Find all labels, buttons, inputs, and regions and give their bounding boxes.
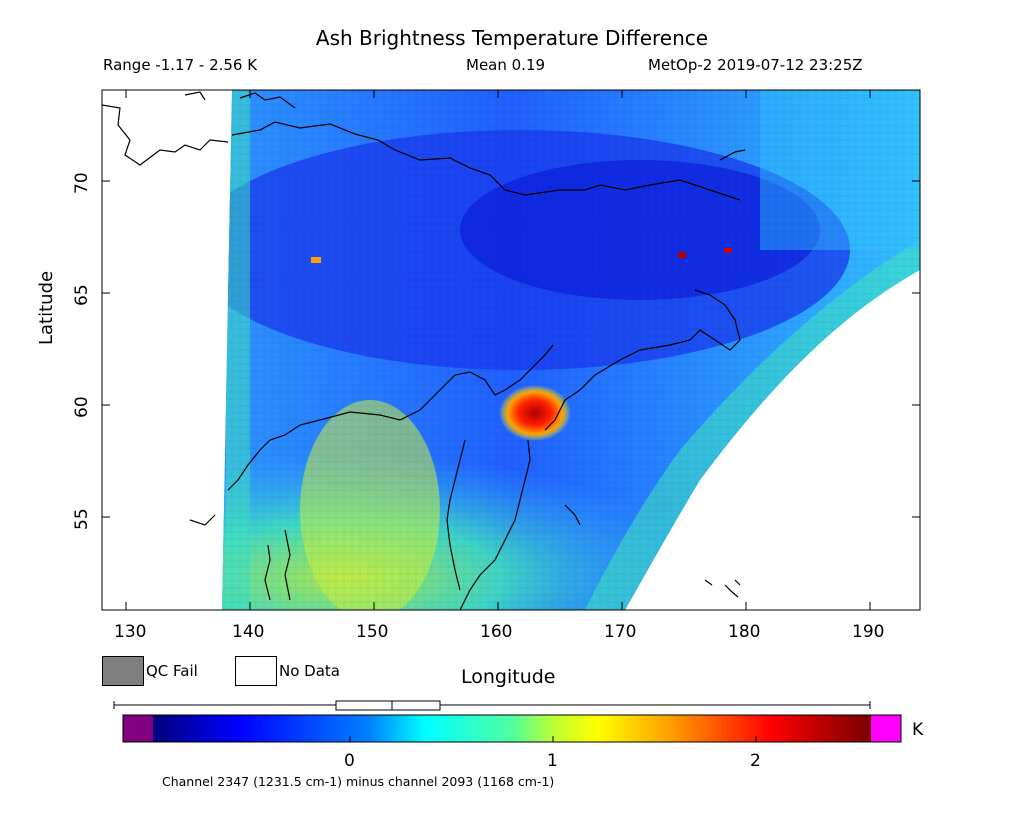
channel-footnote: Channel 2347 (1231.5 cm-1) minus channel…	[162, 774, 555, 789]
y-axis-label: Latitude	[36, 270, 57, 345]
range-text: Range -1.17 - 2.56 K	[103, 56, 258, 74]
chart-title: Ash Brightness Temperature Difference	[315, 26, 709, 50]
colorbar-high-swatch	[871, 715, 901, 742]
x-tick-label: 170	[604, 622, 637, 642]
colorbar-range-slider[interactable]	[113, 700, 871, 711]
x-axis-label: Longitude	[461, 666, 556, 688]
colorbar-low-swatch	[123, 715, 153, 742]
x-tick-marks	[125, 90, 871, 610]
plot-frame	[101, 89, 921, 611]
coastlines	[102, 91, 746, 610]
qc-fail-swatch	[102, 656, 144, 686]
y-tick-label: 65	[72, 284, 92, 306]
colorbar-tick-label: 2	[750, 751, 761, 771]
qc-fail-label: QC Fail	[146, 662, 198, 680]
colorbar-tick-label: 0	[344, 751, 355, 771]
ash-plume	[499, 385, 571, 441]
x-tick-label: 150	[356, 622, 389, 642]
colorbar-unit: K	[912, 720, 924, 740]
x-tick-label: 130	[114, 622, 147, 642]
y-tick-label: 70	[72, 172, 92, 194]
colorbar-gradient	[153, 715, 871, 742]
colorbar-tick-label: 1	[547, 751, 558, 771]
y-tick-label: 55	[72, 508, 92, 530]
x-tick-label: 160	[480, 622, 513, 642]
x-tick-label: 180	[728, 622, 761, 642]
x-tick-label: 190	[852, 622, 885, 642]
satellite-time-text: MetOp-2 2019-07-12 23:25Z	[648, 56, 863, 74]
no-data-swatch	[235, 656, 277, 686]
y-tick-label: 60	[72, 396, 92, 418]
no-data-label: No Data	[279, 662, 340, 680]
colorbar	[122, 714, 902, 743]
y-tick-marks	[102, 180, 920, 518]
mean-text: Mean 0.19	[466, 56, 546, 74]
slider-handle[interactable]	[335, 700, 441, 711]
x-tick-label: 140	[232, 622, 265, 642]
